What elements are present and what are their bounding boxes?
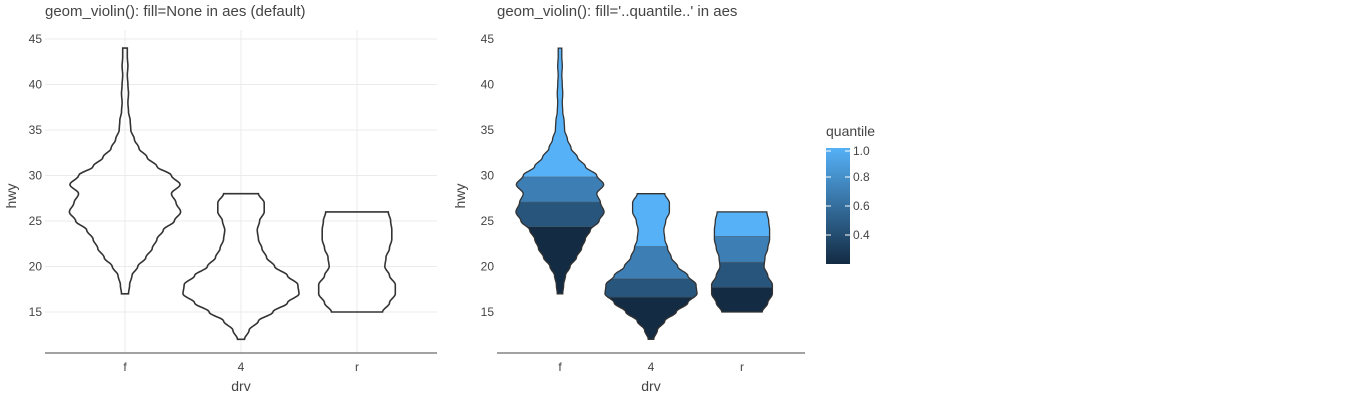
left-chart-title: geom_violin(): fill=None in aes (default… xyxy=(45,3,306,20)
quantile-band xyxy=(711,287,773,312)
right-x-tick-label: f xyxy=(558,360,562,374)
left-x-tick-label: 4 xyxy=(238,360,245,374)
right-y-tick-label: 35 xyxy=(481,123,495,137)
quantile-legend: quantile 1.0 0.8 0.6 0.4 xyxy=(826,123,875,264)
violin-r xyxy=(317,211,397,313)
right-y-tick-label: 20 xyxy=(481,260,495,274)
legend-title: quantile xyxy=(826,123,875,139)
legend-tick-label: 0.4 xyxy=(853,228,870,242)
right-violins xyxy=(515,47,774,340)
right-y-tick-label: 25 xyxy=(481,214,495,228)
right-y-tick-label: 45 xyxy=(481,32,495,46)
left-x-tick-label: r xyxy=(355,360,359,374)
left-y-tick-label: 20 xyxy=(29,260,43,274)
panel-right: geom_violin(): fill='..quantile..' in ae… xyxy=(452,3,805,394)
right-y-tick-label: 40 xyxy=(481,78,495,92)
left-y-tick-label: 35 xyxy=(29,123,43,137)
right-x-axis-label: drv xyxy=(641,378,660,394)
left-grid xyxy=(45,30,437,353)
violin-outline-r xyxy=(710,211,774,313)
legend-tick-label: 0.8 xyxy=(853,170,870,184)
quantile-band xyxy=(711,211,773,237)
violin-outline-4 xyxy=(604,193,698,340)
left-y-tick-label: 40 xyxy=(29,78,43,92)
left-y-tick-label: 15 xyxy=(29,305,43,319)
right-x-tick-label: r xyxy=(740,360,744,374)
quantile-band xyxy=(515,176,605,203)
legend-tick-label: 0.6 xyxy=(853,199,870,213)
quantile-band xyxy=(515,226,605,294)
legend-ticks: 1.0 0.8 0.6 0.4 xyxy=(826,144,870,242)
left-x-axis-label: drv xyxy=(231,378,250,394)
left-y-tick-label: 45 xyxy=(29,32,43,46)
left-x-ticks: f 4 r xyxy=(123,360,359,374)
right-y-axis-label: hwy xyxy=(452,184,468,209)
right-x-ticks: f 4 r xyxy=(558,360,744,374)
violin-filled-4 xyxy=(605,193,697,340)
left-y-tick-label: 25 xyxy=(29,214,43,228)
left-y-ticks: 15 20 25 30 35 40 45 xyxy=(29,32,43,319)
quantile-band xyxy=(605,193,697,247)
violin-4 xyxy=(182,192,300,341)
violin-f xyxy=(68,47,182,295)
right-x-tick-label: 4 xyxy=(648,360,655,374)
left-x-tick-label: f xyxy=(123,360,127,374)
violin-outline-f xyxy=(515,47,605,295)
legend-tick-label: 1.0 xyxy=(853,144,870,158)
right-y-tick-label: 15 xyxy=(481,305,495,319)
violin-filled-f xyxy=(515,48,605,294)
left-violins xyxy=(68,47,397,341)
right-y-tick-label: 30 xyxy=(481,169,495,183)
violin-filled-r xyxy=(711,211,773,312)
panel-left: geom_violin(): fill=None in aes (default… xyxy=(3,3,437,394)
left-y-tick-label: 30 xyxy=(29,169,43,183)
quantile-band xyxy=(605,278,697,298)
quantile-band xyxy=(515,202,605,227)
quantile-band xyxy=(711,236,773,263)
quantile-band xyxy=(711,262,773,288)
quantile-band xyxy=(515,48,605,177)
right-y-ticks: 15 20 25 30 35 40 45 xyxy=(481,32,495,319)
left-y-axis-label: hwy xyxy=(3,184,19,209)
right-chart-title: geom_violin(): fill='..quantile..' in ae… xyxy=(497,3,737,20)
